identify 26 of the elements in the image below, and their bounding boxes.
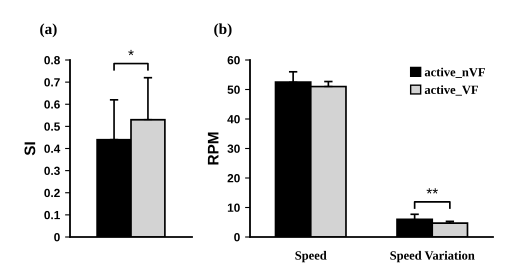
y-tick-label: 0.7: [44, 78, 60, 87]
x-tick-label: Speed Variation: [390, 250, 475, 262]
y-tick-label: 0.8: [44, 56, 60, 64]
text: *: [128, 50, 134, 56]
y-tick-label: 0: [54, 233, 60, 242]
y-tick-label: 20: [228, 174, 240, 182]
y-axis-title: RPM: [208, 132, 218, 164]
y-axis-title: SI: [24, 142, 36, 156]
y-tick-label: 0.3: [44, 166, 60, 176]
y-tick-label: 10: [228, 204, 240, 212]
y-tick-label: 0.1: [44, 210, 60, 220]
y-tick-label: 50: [228, 86, 240, 94]
y-tick-label: 0: [234, 233, 240, 242]
y-tick-label: 30: [227, 144, 240, 153]
y-tick-label: 0.5: [44, 122, 60, 131]
y-tick-label: 0.6: [44, 100, 60, 109]
x-tick-label: Speed: [295, 250, 327, 262]
chart-title: (a): [40, 23, 57, 38]
chart-title: (b): [214, 23, 232, 38]
legend-label: active_VF: [424, 85, 478, 96]
y-tick-label: 40: [227, 115, 240, 124]
legend-label: active_nVF: [424, 68, 485, 78]
y-tick-label: 60: [228, 56, 240, 64]
annotation: **: [426, 188, 438, 194]
y-tick-label: 0.2: [44, 188, 60, 198]
y-tick-label: 0.4: [44, 144, 60, 153]
